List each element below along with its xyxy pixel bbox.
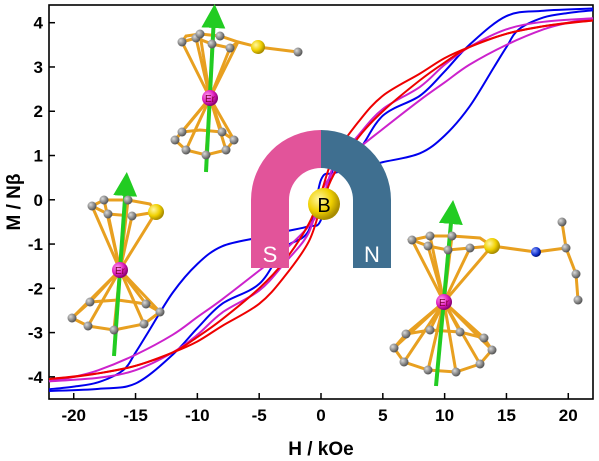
svg-text:Er: Er bbox=[439, 298, 450, 309]
x-axis-title: H / kOe bbox=[288, 439, 353, 460]
y-tick-label: -4 bbox=[28, 368, 44, 387]
y-tick-label: 3 bbox=[34, 58, 43, 77]
x-axis-ticks: -20 -15 -10 -5 0 5 10 15 20 bbox=[61, 393, 578, 425]
molecule-right: Er bbox=[389, 200, 583, 387]
svg-text:Er: Er bbox=[205, 94, 216, 105]
y-tick-label: -1 bbox=[28, 235, 43, 254]
magnetic-field-atom bbox=[308, 188, 340, 220]
y-tick-label: -2 bbox=[28, 279, 43, 298]
y-tick-label: 1 bbox=[34, 147, 43, 166]
x-tick-label: 10 bbox=[435, 406, 454, 425]
y-axis-title: M / Nβ bbox=[4, 174, 25, 231]
x-tick-label: -5 bbox=[252, 406, 267, 425]
molecule-right-atoms: Er bbox=[389, 217, 583, 377]
magnet-south-arm bbox=[251, 130, 321, 268]
magnet-north-label: N bbox=[364, 242, 380, 267]
x-tick-label: 15 bbox=[497, 406, 516, 425]
x-tick-label: 20 bbox=[559, 406, 578, 425]
magnet-illustration: S N B bbox=[251, 130, 391, 268]
molecule-top-atoms: Er bbox=[170, 29, 303, 160]
molecule-left: Er bbox=[67, 172, 165, 357]
molecule-top: Er bbox=[170, 4, 303, 173]
x-tick-label: -15 bbox=[123, 406, 148, 425]
x-tick-label: 0 bbox=[316, 406, 325, 425]
y-tick-label: 4 bbox=[34, 14, 44, 33]
x-tick-label: 5 bbox=[378, 406, 387, 425]
x-tick-label: -10 bbox=[185, 406, 210, 425]
y-tick-label: -3 bbox=[28, 324, 43, 343]
magnet-south-label: S bbox=[263, 242, 278, 267]
svg-text:Er: Er bbox=[115, 266, 126, 277]
molecule-left-atoms: Er bbox=[67, 195, 165, 335]
y-tick-label: 2 bbox=[34, 102, 43, 121]
x-tick-label: -20 bbox=[61, 406, 86, 425]
y-axis-ticks: -4 -3 -2 -1 0 1 2 3 4 bbox=[28, 14, 55, 387]
series-1-descending-branch bbox=[48, 7, 594, 391]
y-tick-label: 0 bbox=[34, 191, 43, 210]
magnetic-field-atom-label: B bbox=[317, 195, 330, 217]
magnet-north-arm bbox=[321, 130, 391, 268]
